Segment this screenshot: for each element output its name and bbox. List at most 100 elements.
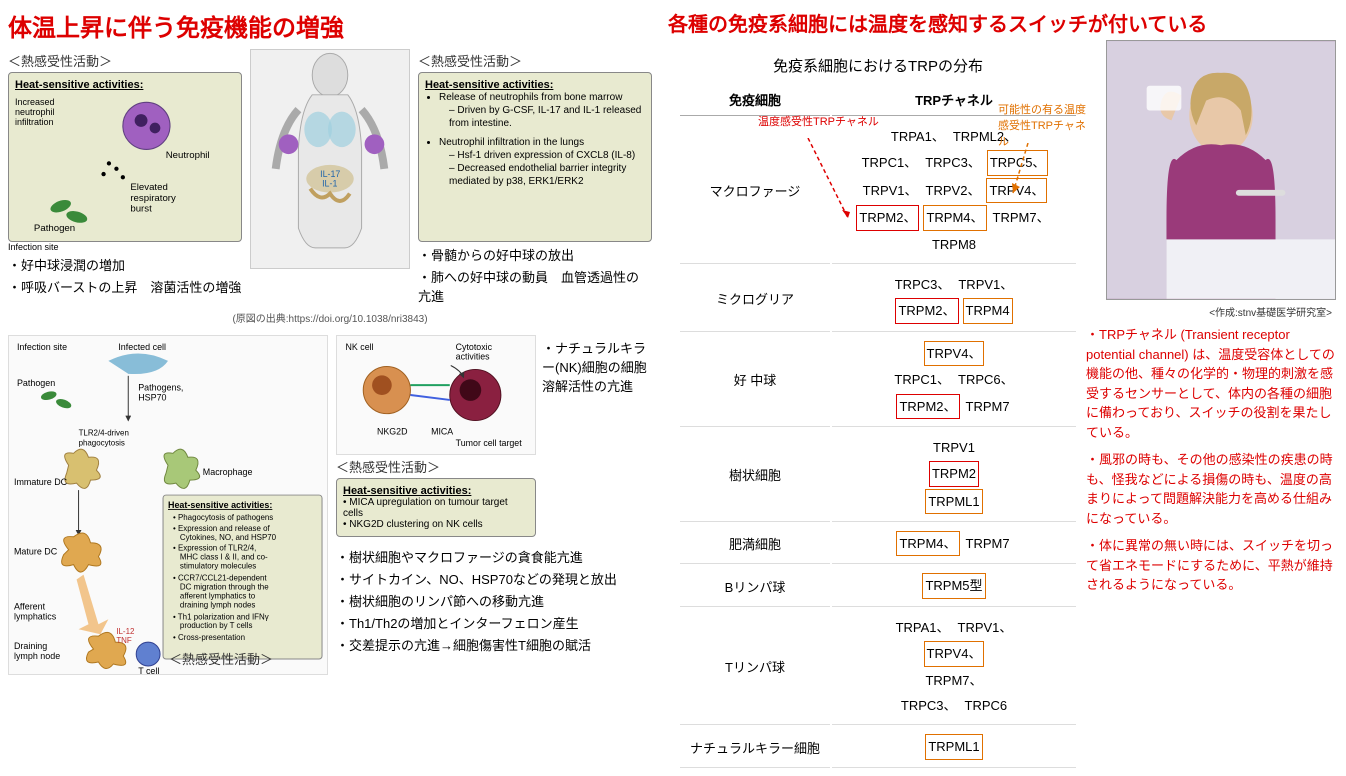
body-svg: IL-17 IL-1 — [251, 50, 409, 268]
trp-channel: TRPM2、 — [895, 298, 958, 323]
trp-channel: TRPV4、 — [924, 341, 985, 366]
jp4-l2: サイトカイン、NO、HSP70などの発現と放出 — [336, 569, 652, 588]
trp-channel: TRPV4、 — [924, 641, 985, 666]
infection-site: Infection site — [8, 242, 242, 252]
svg-text:Cytotoxic: Cytotoxic — [456, 342, 493, 352]
svg-text:Infected cell: Infected cell — [118, 342, 166, 352]
table-row: Tリンパ球TRPA1、TRPV1、TRPV4、TRPM7、TRPC3、TRPC6 — [680, 609, 1076, 726]
jp4-l5: 交差提示の亢進→細胞傷害性T細胞の賦活 — [336, 635, 652, 654]
cell-name: Tリンパ球 — [680, 609, 830, 726]
trp-channel: TRPM5型 — [922, 573, 985, 598]
svg-text:NK cell: NK cell — [346, 342, 374, 352]
trp-channel: TRPC1、 — [860, 151, 920, 174]
svg-text:Afferent: Afferent — [14, 601, 46, 611]
svg-text:Heat-sensitive activities:: Heat-sensitive activities: — [168, 500, 272, 510]
table-row: 好 中球TRPV4、TRPC1、TRPC6、TRPM2、TRPM7 — [680, 334, 1076, 427]
svg-text:DC migration through the: DC migration through the — [180, 582, 269, 591]
right-panel: 各種の免疫系細胞には温度を感知するスイッチが付いている 免疫系細胞におけるTRP… — [660, 0, 1346, 757]
svg-text:respiratory: respiratory — [130, 193, 176, 204]
nk-sub: ＜熱感受性活動＞ — [336, 457, 536, 476]
trp-channel: TRPV2、 — [924, 179, 983, 202]
svg-text:Tumor cell target: Tumor cell target — [456, 438, 523, 448]
svg-text:Pathogens,: Pathogens, — [138, 383, 183, 393]
trp-channel: TRPM2、 — [896, 394, 959, 419]
table-row: ミクログリアTRPC3、TRPV1、TRPM2、TRPM4 — [680, 266, 1076, 332]
trp-channel: TRPM2 — [929, 461, 979, 486]
cell-name: Bリンパ球 — [680, 566, 830, 606]
jp2-l2: 肺への好中球の動員 血管透過性の亢進 — [418, 267, 652, 305]
trp-channel: TRPC1、 — [892, 368, 952, 391]
trp-channel: TRPM2、 — [856, 205, 919, 230]
box2-l2a: Hsf-1 driven expression of CXCL8 (IL-8) — [457, 150, 635, 161]
channel-cell: TRPA1、TRPV1、TRPV4、TRPM7、TRPC3、TRPC6 — [832, 609, 1076, 726]
svg-text:lymphatics: lymphatics — [14, 611, 57, 621]
svg-text:stimulatory molecules: stimulatory molecules — [180, 562, 256, 571]
box2-l2: Neutrophil infiltration in the lungs — [439, 136, 645, 149]
svg-text:HSP70: HSP70 — [138, 393, 166, 403]
title-right: 各種の免疫系細胞には温度を感知するスイッチが付いている — [668, 8, 1338, 37]
cell-name: 樹状細胞 — [680, 429, 830, 522]
table-row: 肥満細胞TRPM4、TRPM7 — [680, 524, 1076, 564]
box-heat2: Heat-sensitive activities: Release of ne… — [418, 72, 652, 242]
trp-channel: TRPM7、 — [923, 669, 984, 692]
trp-channel: TRPM7 — [964, 532, 1012, 555]
dc-svg: Infection site Infected cell Pathogen Pa… — [9, 336, 327, 674]
title-left: 体温上昇に伴う免疫機能の増強 — [8, 8, 652, 43]
jp2-l1: 骨髄からの好中球の放出 — [418, 245, 652, 264]
trp-channel: TRPV1、 — [861, 179, 920, 202]
trp-channel: TRPC6、 — [956, 368, 1016, 391]
legend-red: 温度感受性TRPチャネル — [758, 113, 879, 129]
trp-channel: TRPC6 — [963, 694, 1010, 717]
sub-bottom: ＜熱感受性活動＞ — [169, 649, 273, 668]
svg-text:Infection site: Infection site — [17, 342, 67, 352]
channel-cell: TRPM4、TRPM7 — [832, 524, 1076, 564]
arrow-orange-icon — [1008, 143, 1048, 203]
col-left: ＜熱感受性活動＞ Heat-sensitive activities: Incr… — [8, 49, 242, 308]
jp4-l3: 樹状細胞のリンパ節への移動亢進 — [336, 591, 652, 610]
cell-name: 肥満細胞 — [680, 524, 830, 564]
cell-name: ミクログリア — [680, 266, 830, 332]
trp-channel: TRPV1 — [931, 436, 977, 459]
svg-text:• Phagocytosis of pathogens: • Phagocytosis of pathogens — [173, 513, 273, 522]
nk-box-title: Heat-sensitive activities: — [343, 485, 529, 497]
trp-channel: TRPM4、 — [896, 531, 959, 556]
jp1-l2: 呼吸バーストの上昇 溶菌活性の増強 — [8, 277, 242, 296]
svg-text:production by T cells: production by T cells — [180, 621, 253, 630]
jp1-l1: 好中球浸潤の増加 — [8, 255, 242, 274]
notes: TRPチャネル (Transient receptor potential ch… — [1086, 325, 1336, 603]
body-figure: IL-17 IL-1 — [250, 49, 410, 269]
svg-text:IL-12: IL-12 — [116, 627, 135, 636]
channel-cell: TRPV1TRPM2 TRPML1 — [832, 429, 1076, 522]
svg-text:• Cross-presentation: • Cross-presentation — [173, 633, 245, 642]
svg-text:Draining: Draining — [14, 641, 47, 651]
note2: 風邪の時も、その他の感染性の疾患の時も、怪我などによる損傷の時も、温度の高まりに… — [1086, 450, 1336, 528]
jp4-l1: 樹状細胞やマクロファージの貪食能亢進 — [336, 547, 652, 566]
trp-channel: TRPA1、 — [894, 616, 952, 639]
cell-name: 好 中球 — [680, 334, 830, 427]
svg-text:Immature DC: Immature DC — [14, 477, 68, 487]
right-bottom-col: NK cell Cytotoxic activities NKG2D — [336, 335, 652, 675]
box2-l1: Release of neutrophils from bone marrow — [439, 91, 645, 104]
table-row: Bリンパ球 TRPM5型 — [680, 566, 1076, 606]
svg-text:• Expression of TLR2/4,: • Expression of TLR2/4, — [173, 544, 256, 553]
nk-svg: NK cell Cytotoxic activities NKG2D — [337, 336, 535, 454]
svg-text:MICA: MICA — [431, 426, 453, 436]
channel-cell: TRPM5型 — [832, 566, 1076, 606]
col-right: ＜熱感受性活動＞ Heat-sensitive activities: Rele… — [418, 49, 652, 308]
sub-left: ＜熱感受性活動＞ — [8, 51, 242, 70]
trp-channel: TRPML1 — [925, 489, 982, 514]
svg-text:NKG2D: NKG2D — [377, 426, 407, 436]
nk-figure: NK cell Cytotoxic activities NKG2D — [336, 335, 536, 455]
nk-l1: MICA upregulation on tumour target cells — [343, 497, 508, 519]
svg-text:IL-1: IL-1 — [322, 179, 337, 189]
svg-text:draining lymph nodes: draining lymph nodes — [180, 600, 255, 609]
trp-channel: TRPM4 — [963, 298, 1013, 323]
svg-text:Elevated: Elevated — [130, 182, 167, 193]
sick-person-image — [1106, 40, 1336, 300]
box2-title: Heat-sensitive activities: — [425, 79, 645, 91]
svg-text:IL-17: IL-17 — [320, 169, 340, 179]
trp-channel: TRPC3、 — [893, 273, 953, 296]
trp-channel: TRPC3、 — [923, 151, 983, 174]
svg-text:Neutrophil: Neutrophil — [166, 150, 210, 161]
trp-channel: TRPM4、 — [923, 205, 986, 230]
